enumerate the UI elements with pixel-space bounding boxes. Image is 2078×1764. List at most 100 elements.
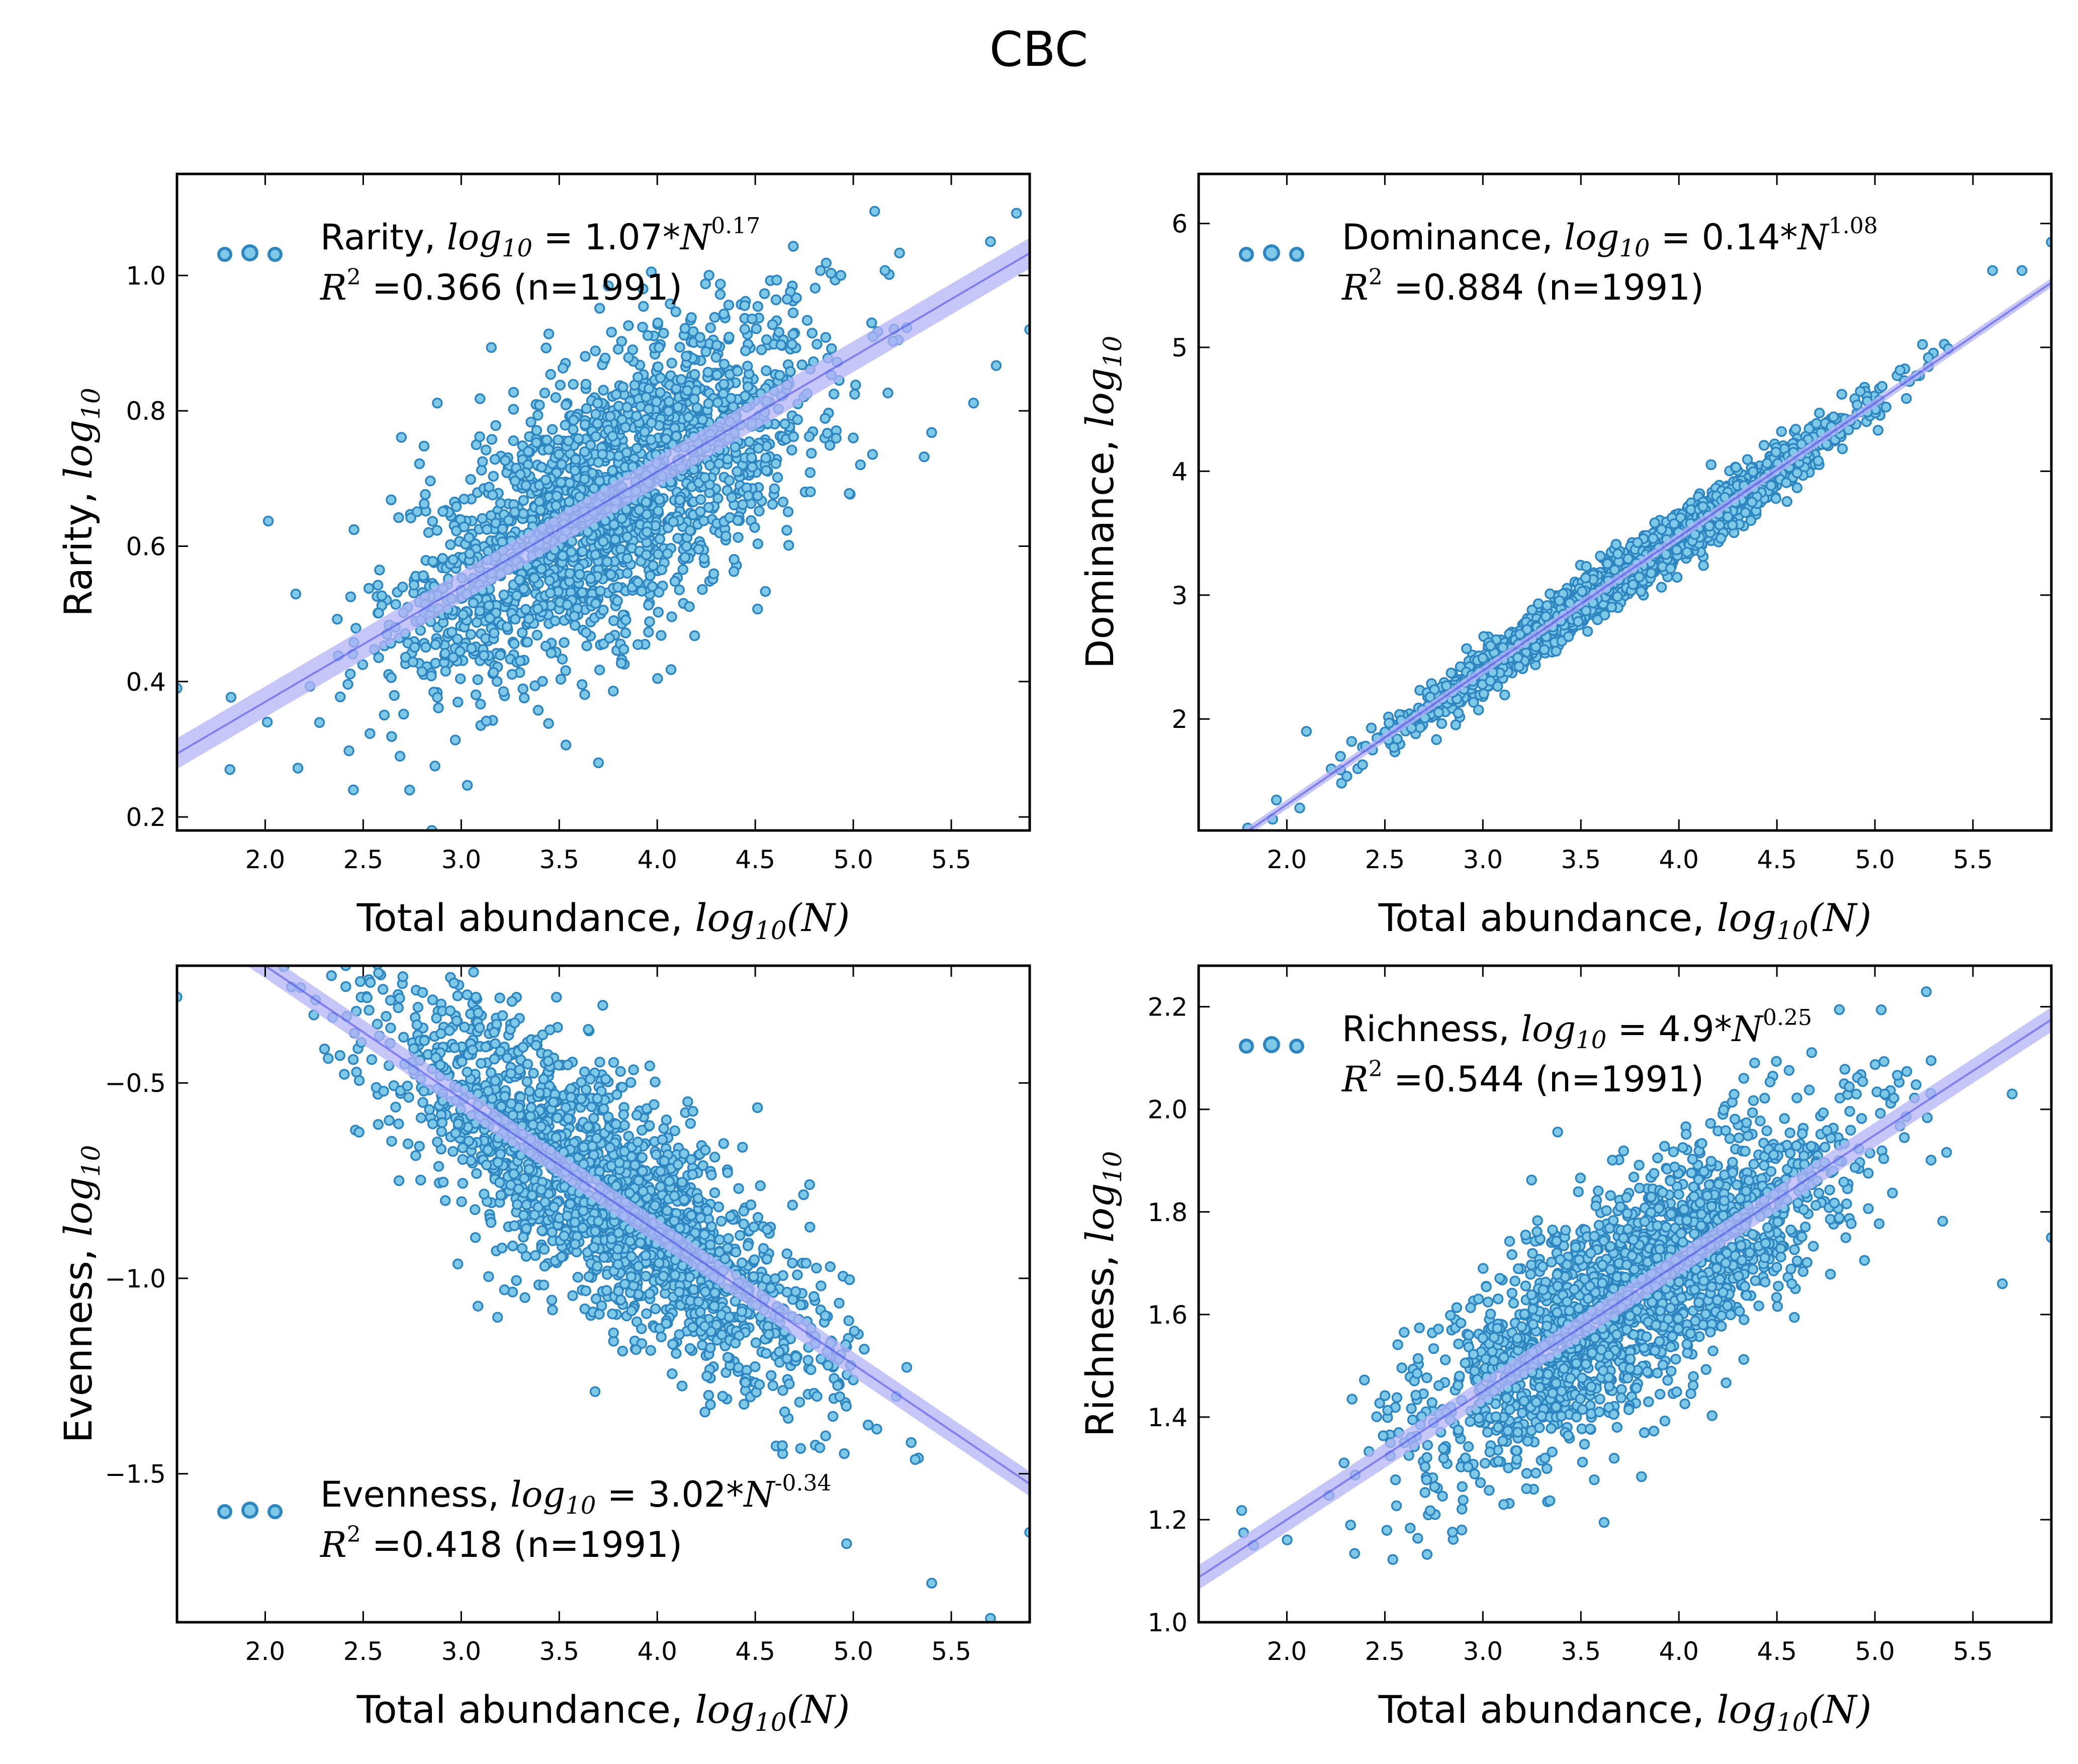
data-point	[553, 449, 565, 460]
data-point	[653, 361, 664, 373]
data-point	[1828, 411, 1839, 423]
data-point	[718, 379, 730, 390]
data-point	[439, 1195, 451, 1206]
data-point	[781, 1248, 792, 1259]
data-point	[592, 398, 603, 409]
data-point	[430, 658, 441, 669]
plot-area	[1242, 236, 2051, 830]
data-point	[816, 1280, 827, 1291]
data-point	[603, 281, 614, 292]
data-point	[1357, 759, 1368, 770]
data-point	[509, 475, 521, 487]
data-point	[332, 613, 343, 625]
data-point	[697, 414, 708, 425]
data-point	[1582, 626, 1593, 637]
data-point	[1497, 642, 1508, 653]
data-point	[547, 424, 558, 435]
data-point	[1665, 563, 1676, 574]
data-point	[525, 416, 536, 428]
data-point	[787, 1199, 798, 1211]
data-point	[638, 283, 649, 295]
data-point	[739, 300, 750, 311]
data-point	[694, 332, 705, 343]
x-tick-label: 3.5	[539, 845, 580, 874]
y-tick-label: 0.2	[126, 803, 166, 832]
data-point	[607, 430, 618, 442]
scatter-points	[177, 966, 1030, 1622]
data-point	[1632, 537, 1643, 548]
data-point	[869, 206, 880, 217]
data-point	[564, 477, 575, 489]
data-point	[427, 994, 438, 1005]
data-point	[550, 392, 562, 403]
data-point	[1646, 568, 1657, 579]
data-point	[590, 1226, 601, 1237]
data-point	[581, 640, 592, 652]
figure-title: CBC	[989, 22, 1088, 77]
data-point	[623, 352, 634, 363]
data-point	[598, 536, 609, 547]
data-point	[560, 420, 571, 431]
data-point	[495, 498, 506, 509]
data-point	[597, 1000, 608, 1011]
data-point	[1414, 722, 1426, 733]
x-axis-label: Total abundance, log10(N)Total abundance…	[1378, 895, 1872, 945]
data-point	[1436, 718, 1448, 729]
y-tick-label: 2	[1171, 705, 1188, 734]
data-point	[1681, 546, 1693, 558]
data-point	[437, 553, 448, 564]
data-point	[670, 306, 681, 317]
data-point	[376, 590, 388, 601]
data-point	[681, 540, 692, 552]
data-point	[1366, 722, 1377, 733]
data-point	[751, 323, 762, 334]
data-point	[720, 530, 732, 541]
data-point	[458, 609, 469, 620]
data-point	[608, 519, 620, 530]
data-point	[704, 459, 715, 471]
data-point	[906, 1437, 917, 1448]
data-point	[656, 564, 667, 576]
data-point	[580, 1285, 592, 1296]
data-point	[684, 1343, 696, 1354]
data-point	[477, 513, 488, 524]
data-point	[569, 465, 581, 476]
data-point	[756, 344, 767, 355]
data-point	[1765, 480, 1777, 491]
data-point	[594, 476, 605, 487]
data-point	[1610, 538, 1622, 550]
data-point	[728, 566, 740, 577]
data-point	[708, 568, 719, 580]
data-point	[292, 763, 304, 774]
data-point	[647, 581, 658, 592]
data-point	[455, 646, 466, 657]
data-point	[347, 1054, 359, 1065]
data-point	[794, 1397, 805, 1408]
data-point	[544, 575, 555, 586]
data-point	[848, 432, 859, 443]
data-point	[686, 312, 697, 323]
data-point	[400, 652, 411, 663]
data-point	[632, 639, 644, 650]
data-point	[1698, 560, 1709, 571]
data-point	[579, 446, 590, 457]
data-point	[767, 319, 778, 330]
data-point	[1746, 496, 1758, 508]
data-point	[621, 402, 633, 413]
data-point	[2016, 265, 2028, 276]
data-point	[1705, 459, 1716, 471]
data-point	[540, 474, 552, 486]
data-point	[735, 1230, 746, 1241]
data-point	[1649, 517, 1660, 528]
data-point	[754, 505, 765, 517]
data-point	[801, 315, 813, 326]
data-point	[590, 431, 601, 442]
data-point	[661, 1115, 672, 1126]
data-point	[1606, 602, 1617, 613]
data-point	[746, 452, 757, 463]
data-point	[1595, 550, 1606, 562]
data-point	[623, 320, 634, 331]
data-point	[752, 538, 764, 549]
data-point	[811, 339, 823, 350]
data-point	[612, 343, 624, 355]
